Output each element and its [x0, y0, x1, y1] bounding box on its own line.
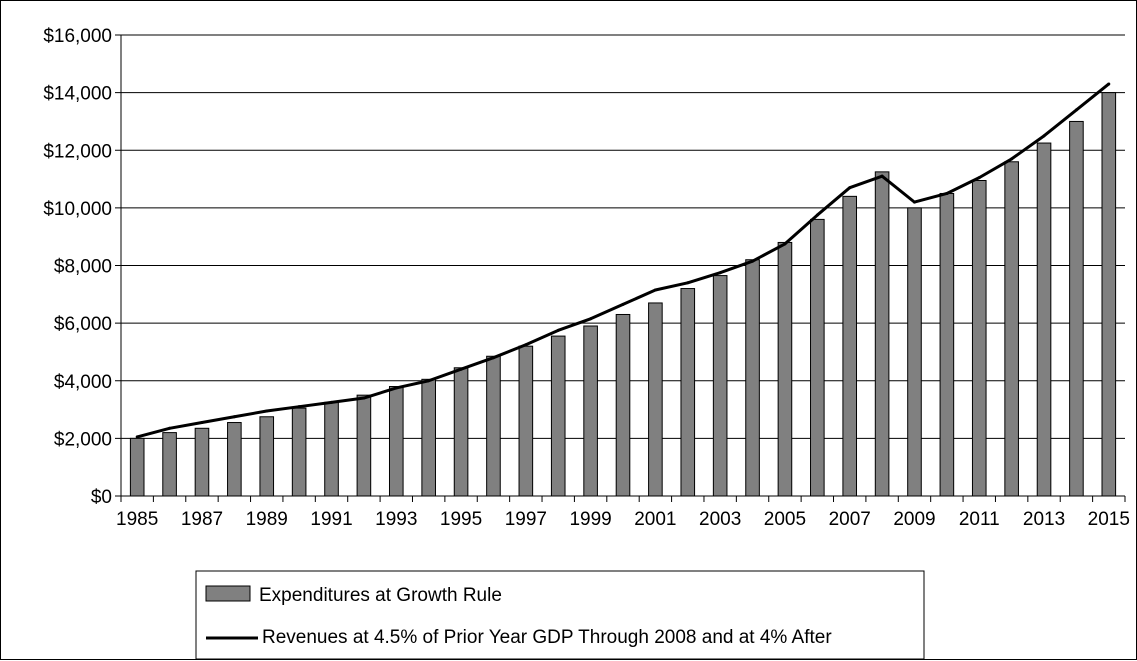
bar-2006: [810, 218, 825, 497]
revenues-point-1995: [459, 367, 463, 371]
bar-1997: [518, 345, 534, 497]
legend-box: [195, 570, 925, 660]
x-tick-label: 1989: [246, 509, 288, 530]
x-tick-label: 2005: [764, 509, 806, 530]
bar-2003: [712, 275, 728, 497]
x-tick-label: 1991: [310, 509, 352, 530]
y-tick-label: $16,000: [43, 26, 112, 47]
revenues-point-1990: [297, 405, 301, 409]
revenues-point-2003: [718, 271, 722, 275]
bar-2015: [1101, 92, 1117, 497]
revenues-point-1992: [362, 396, 366, 400]
revenues-point-2011: [977, 176, 981, 180]
revenues-point-1987: [200, 421, 204, 425]
revenues-point-1991: [330, 400, 334, 404]
x-tick-label: 2009: [893, 509, 935, 530]
revenues-point-2012: [1010, 157, 1014, 161]
y-tick-label: $10,000: [43, 199, 112, 220]
x-tick-label: 2007: [829, 509, 871, 530]
revenues-point-1997: [524, 343, 528, 347]
bar-1996: [486, 355, 501, 497]
bar-2007: [842, 195, 858, 497]
revenues-point-2000: [621, 302, 625, 306]
x-tick-label: 1995: [440, 509, 482, 530]
revenues-point-2015: [1107, 82, 1111, 86]
bar-1999: [583, 325, 598, 497]
revenues-point-1985: [135, 435, 139, 439]
x-tick-label: 1999: [569, 509, 611, 530]
revenues-point-2004: [751, 259, 755, 263]
bar-1985: [129, 437, 145, 497]
revenues-point-2007: [848, 186, 852, 190]
revenues-point-1988: [232, 415, 236, 419]
revenues-point-1993: [394, 386, 398, 390]
bar-2002: [680, 288, 696, 497]
y-tick-label: $12,000: [43, 141, 112, 162]
revenues-point-1999: [589, 317, 593, 321]
legend-label-revenues: Revenues at 4.5% of Prior Year GDP Throu…: [262, 627, 832, 648]
bar-1987: [194, 427, 210, 497]
x-tick-label: 2003: [699, 509, 741, 530]
revenues-point-1996: [491, 356, 495, 360]
revenues-point-2010: [945, 191, 949, 195]
x-tick-label: 1993: [375, 509, 417, 530]
bar-2008: [874, 171, 890, 497]
x-tick-label: 1987: [181, 509, 223, 530]
revenues-point-2008: [880, 174, 884, 178]
x-tick-label: 2015: [1088, 509, 1130, 530]
bar-2012: [1004, 161, 1019, 497]
revenues-point-2006: [815, 213, 819, 217]
y-tick-label: $6,000: [54, 314, 112, 335]
revenues-point-2013: [1042, 134, 1046, 138]
bar-2004: [745, 259, 760, 497]
bar-1993: [388, 386, 404, 497]
y-tick-label: $8,000: [54, 257, 112, 278]
bar-2011: [971, 180, 987, 497]
revenues-point-2005: [783, 242, 787, 246]
bar-2005: [777, 241, 793, 497]
x-tick-label: 1985: [116, 509, 158, 530]
revenues-point-2002: [686, 281, 690, 285]
bar-series-expenditures: [129, 92, 1117, 497]
bar-1991: [324, 401, 339, 497]
legend: Expenditures at Growth Rule Revenues at …: [195, 570, 925, 660]
y-tick-label: $14,000: [43, 84, 112, 105]
line-series-revenues: [135, 82, 1111, 439]
bar-1994: [421, 378, 436, 497]
bar-2000: [615, 313, 631, 497]
revenues-point-1986: [168, 426, 172, 430]
bar-1990: [291, 407, 307, 497]
revenues-point-2014: [1074, 108, 1078, 112]
bar-1995: [453, 367, 469, 497]
y-tick-label: $0: [91, 487, 112, 508]
x-tick-label: 2001: [634, 509, 676, 530]
revenues-point-2009: [912, 200, 916, 204]
x-tick-label: 2013: [1023, 509, 1065, 530]
bar-1986: [162, 432, 177, 497]
bar-1988: [227, 422, 242, 497]
x-tick-label: 2011: [959, 509, 1000, 530]
bar-1992: [356, 394, 372, 497]
revenues-point-1998: [556, 328, 560, 332]
bar-2014: [1069, 120, 1084, 497]
revenues-point-1994: [427, 379, 431, 383]
legend-swatch-expenditures: [205, 585, 251, 602]
bar-1989: [259, 416, 275, 497]
revenues-point-1989: [265, 409, 269, 413]
bar-1998: [550, 335, 566, 497]
bar-2013: [1036, 142, 1052, 497]
bar-2009: [907, 207, 922, 497]
y-tick-label: $4,000: [54, 372, 112, 393]
y-tick-label: $2,000: [54, 429, 112, 450]
revenues-point-2001: [653, 288, 657, 292]
axes: $0 $2,000 $4,000 $6,000 $8,000 $10,000 $12,000…: [43, 26, 1130, 530]
x-tick-label: 1997: [505, 509, 547, 530]
bar-2001: [648, 302, 663, 497]
bar-2010: [939, 192, 955, 497]
legend-label-expenditures: Expenditures at Growth Rule: [259, 585, 502, 606]
